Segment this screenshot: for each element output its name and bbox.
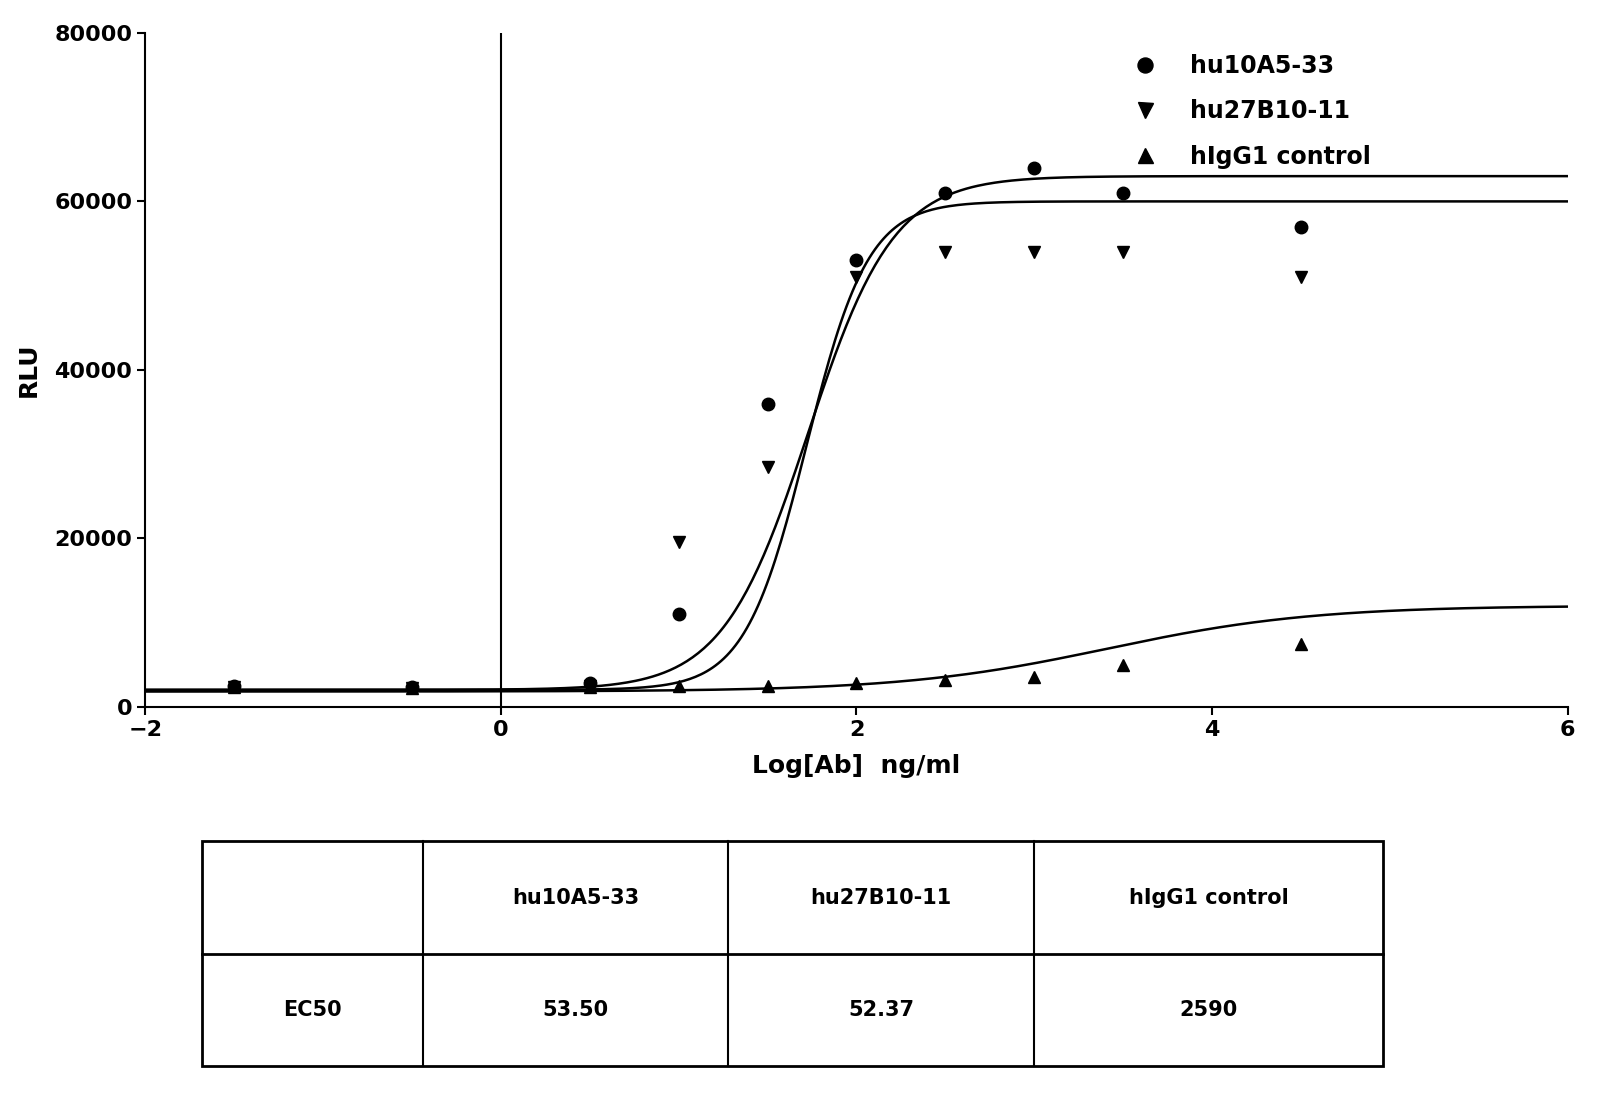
- hu27B10-11: [1291, 270, 1311, 284]
- Legend: hu10A5-33, hu27B10-11, hIgG1 control: hu10A5-33, hu27B10-11, hIgG1 control: [1110, 45, 1380, 178]
- hIgG1 control: [402, 681, 422, 695]
- hu10A5-33: [580, 677, 600, 690]
- hu27B10-11: [936, 245, 955, 258]
- hu10A5-33: [402, 680, 422, 693]
- hu27B10-11: [758, 460, 777, 474]
- Text: hIgG1 control: hIgG1 control: [1128, 888, 1288, 908]
- hIgG1 control: [1025, 670, 1044, 684]
- hIgG1 control: [758, 679, 777, 692]
- hIgG1 control: [225, 680, 244, 693]
- hIgG1 control: [669, 680, 688, 693]
- Text: 2590: 2590: [1180, 1000, 1238, 1020]
- hu10A5-33: [669, 608, 688, 621]
- hu27B10-11: [847, 270, 866, 284]
- Text: 53.50: 53.50: [543, 1000, 609, 1020]
- hu27B10-11: [669, 536, 688, 550]
- hu10A5-33: [225, 679, 244, 692]
- hu10A5-33: [1025, 162, 1044, 175]
- hu27B10-11: [402, 681, 422, 695]
- hIgG1 control: [1113, 658, 1133, 671]
- hu10A5-33: [758, 397, 777, 410]
- Text: EC50: EC50: [283, 1000, 343, 1020]
- hu10A5-33: [1113, 187, 1133, 200]
- Line: hIgG1 control: hIgG1 control: [228, 637, 1307, 695]
- hIgG1 control: [936, 674, 955, 687]
- Y-axis label: RLU: RLU: [16, 343, 40, 397]
- Line: hu10A5-33: hu10A5-33: [228, 162, 1307, 693]
- hIgG1 control: [847, 677, 866, 690]
- hIgG1 control: [580, 680, 600, 693]
- hu27B10-11: [1113, 245, 1133, 258]
- Text: 52.37: 52.37: [848, 1000, 915, 1020]
- hu10A5-33: [1291, 220, 1311, 233]
- Line: hu27B10-11: hu27B10-11: [228, 246, 1307, 695]
- Text: hu27B10-11: hu27B10-11: [811, 888, 952, 908]
- hu27B10-11: [580, 679, 600, 692]
- hu27B10-11: [225, 680, 244, 693]
- hu27B10-11: [1025, 245, 1044, 258]
- hu10A5-33: [936, 187, 955, 200]
- hu10A5-33: [847, 254, 866, 267]
- Text: hu10A5-33: hu10A5-33: [512, 888, 640, 908]
- X-axis label: Log[Ab]  ng/ml: Log[Ab] ng/ml: [753, 754, 960, 778]
- hIgG1 control: [1291, 637, 1311, 651]
